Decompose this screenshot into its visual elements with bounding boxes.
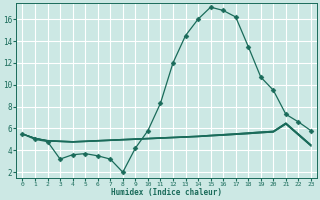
X-axis label: Humidex (Indice chaleur): Humidex (Indice chaleur)	[111, 188, 222, 197]
